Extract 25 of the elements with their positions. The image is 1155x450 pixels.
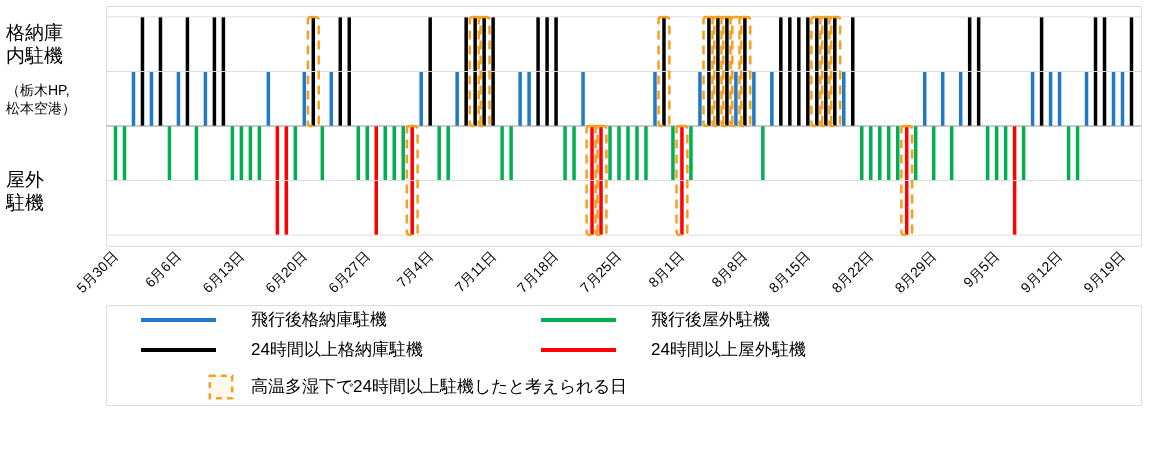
x-tick-label: 6月27日 [325,248,373,296]
x-tick-label: 7月18日 [513,248,562,296]
x-tick-label: 9月12日 [1017,248,1066,296]
legend-label: 飛行後格納庫駐機 [251,310,387,329]
x-tick-label: 7月4日 [393,248,436,291]
x-tick-label: 7月11日 [451,248,499,296]
legend-label: 24時間以上格納庫駐機 [251,340,423,359]
x-tick-label: 8月15日 [765,248,814,296]
x-tick-label: 8月22日 [828,248,877,296]
x-tick-label: 6月13日 [199,248,247,296]
x-tick-label: 5月30日 [73,248,121,296]
x-tick-label: 8月29日 [891,248,940,296]
x-tick-label: 9月19日 [1080,248,1128,296]
text: （栃木HP,松本空港） [6,82,76,116]
x-tick-label: 8月1日 [645,248,688,291]
legend-label: 飛行後屋外駐機 [651,310,770,329]
text: 屋外駐機 [5,169,44,213]
legend-label: 高温多湿下で24時間以上駐機したと考えられる日 [251,377,627,396]
text: 格納庫内駐機 [5,22,63,66]
x-tick-label: 6月6日 [141,248,184,291]
x-tick-label: 7月25日 [576,248,625,296]
x-tick-label: 9月5日 [959,248,1003,291]
legend-label: 24時間以上屋外駐機 [651,340,806,359]
x-tick-label: 6月20日 [262,248,310,296]
x-tick-label: 8月8日 [708,248,751,291]
